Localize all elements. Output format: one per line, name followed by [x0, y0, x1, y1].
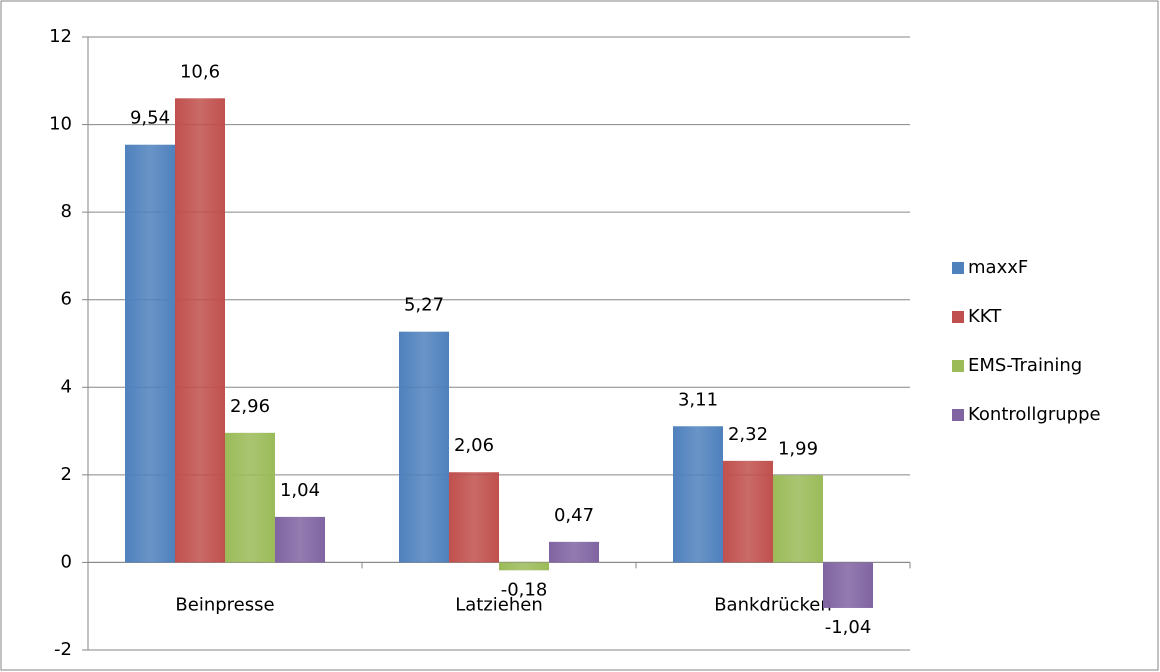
y-tick-label: -2: [54, 639, 72, 660]
value-label: -1,04: [825, 617, 872, 638]
y-tick-label: 4: [61, 376, 72, 397]
value-label: 3,11: [678, 389, 718, 410]
legend-label: KKT: [968, 306, 1002, 327]
bar: [399, 331, 449, 563]
legend-swatch: [952, 262, 964, 274]
bar: [125, 144, 175, 563]
x-tick-label: Bankdrücken: [714, 594, 832, 615]
value-label: 5,27: [404, 295, 444, 316]
legend-label: EMS-Training: [968, 355, 1082, 376]
bar: [449, 472, 499, 563]
value-label: -0,18: [501, 579, 548, 600]
y-tick-label: 0: [61, 551, 72, 572]
value-label: 2,06: [454, 435, 494, 456]
y-tick-label: 10: [49, 114, 72, 135]
y-tick-label: 12: [49, 26, 72, 47]
y-tick-label: 2: [61, 464, 72, 485]
y-tick-label: 8: [61, 201, 72, 222]
x-tick-label: Latziehen: [455, 594, 543, 615]
value-label: 2,32: [728, 424, 768, 445]
bar: [823, 562, 873, 608]
value-label: 1,99: [778, 438, 818, 459]
value-label: 2,96: [230, 396, 270, 417]
bar: [275, 516, 325, 563]
value-label: 9,54: [130, 108, 170, 129]
bar: [499, 562, 549, 571]
bar: [673, 426, 723, 563]
bar: [225, 432, 275, 563]
y-tick-label: 6: [61, 289, 72, 310]
value-label: 10,6: [180, 61, 220, 82]
value-label: 1,04: [280, 480, 320, 501]
value-label: 0,47: [554, 505, 594, 526]
legend-label: Kontrollgruppe: [968, 404, 1101, 425]
bar: [773, 475, 823, 563]
legend-swatch: [952, 409, 964, 421]
bar: [549, 541, 599, 563]
bar: [723, 460, 773, 563]
legend-swatch: [952, 311, 964, 323]
bar: [175, 98, 225, 563]
x-tick-label: Beinpresse: [175, 594, 274, 615]
legend-label: maxxF: [968, 257, 1028, 278]
legend-swatch: [952, 360, 964, 372]
